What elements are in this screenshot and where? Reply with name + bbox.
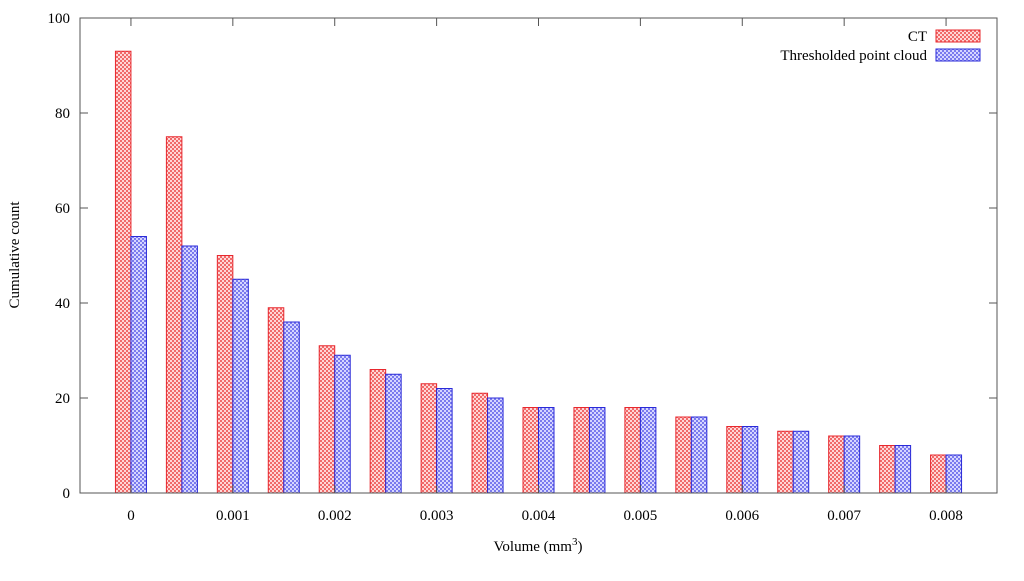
bar-ct-3 xyxy=(267,307,285,494)
bar-thresholded-point-cloud-2 xyxy=(232,278,249,494)
bar-thresholded-point-cloud-15 xyxy=(894,445,912,494)
bar-ct-12 xyxy=(726,426,743,494)
bar-thresholded-point-cloud-14 xyxy=(843,435,861,494)
bar-thresholded-point-cloud-7 xyxy=(487,397,504,494)
legend-swatch-ct xyxy=(935,29,981,43)
bar-ct-14 xyxy=(828,435,845,494)
x-tick-label: 0.001 xyxy=(216,508,250,524)
bar-ct-15 xyxy=(879,445,896,494)
x-tick-label: 0.005 xyxy=(624,508,658,524)
ticks-group: 0 20 40 60 80 100 0 0.001 0.002 0.003 0.004 0.005 0.… xyxy=(48,11,997,524)
bar-thresholded-point-cloud-6 xyxy=(436,388,453,494)
bars-group xyxy=(114,50,963,494)
bar-thresholded-point-cloud-11 xyxy=(690,416,708,494)
x-tick-label: 0.002 xyxy=(318,508,352,524)
bar-thresholded-point-cloud-4 xyxy=(334,354,351,494)
bar-thresholded-point-cloud-16 xyxy=(945,454,963,494)
bar-thresholded-point-cloud-0 xyxy=(130,236,147,494)
x-tick-label: 0.006 xyxy=(725,508,759,524)
legend-swatch-thresholded-point-cloud xyxy=(935,48,981,62)
bar-ct-10 xyxy=(624,407,641,494)
bar-thresholded-point-cloud-1 xyxy=(181,245,198,494)
bar-ct-8 xyxy=(522,407,539,494)
legend: CT Thresholded point cloud xyxy=(780,29,981,64)
y-tick-label: 40 xyxy=(55,296,70,312)
bar-ct-9 xyxy=(573,407,590,494)
bar-ct-7 xyxy=(471,392,489,494)
bar-ct-11 xyxy=(675,416,692,494)
bar-ct-4 xyxy=(318,345,336,494)
y-tick-label: 80 xyxy=(55,106,70,122)
bar-ct-16 xyxy=(930,454,947,494)
bar-thresholded-point-cloud-3 xyxy=(283,321,300,494)
bar-ct-13 xyxy=(777,430,794,494)
y-tick-label: 100 xyxy=(48,11,71,27)
x-axis-label: Volume (mm3) xyxy=(494,536,583,555)
y-tick-label: 0 xyxy=(63,486,71,502)
bar-thresholded-point-cloud-8 xyxy=(538,407,555,494)
y-tick-label: 60 xyxy=(55,201,70,217)
bar-ct-1 xyxy=(165,136,183,494)
x-tick-label: 0.008 xyxy=(929,508,963,524)
bar-thresholded-point-cloud-5 xyxy=(385,373,402,494)
x-tick-label: 0.004 xyxy=(522,508,556,524)
bar-ct-5 xyxy=(369,369,387,494)
bar-thresholded-point-cloud-12 xyxy=(741,426,759,494)
y-tick-label: 20 xyxy=(55,391,70,407)
bar-ct-2 xyxy=(216,255,234,494)
legend-label-thresholded-point-cloud: Thresholded point cloud xyxy=(780,48,927,64)
bar-thresholded-point-cloud-9 xyxy=(588,407,606,494)
legend-label-ct: CT xyxy=(908,29,927,45)
bar-ct-6 xyxy=(420,383,438,494)
bar-thresholded-point-cloud-13 xyxy=(792,430,810,494)
y-axis-label: Cumulative count xyxy=(7,201,23,309)
x-tick-label: 0.003 xyxy=(420,508,454,524)
bar-thresholded-point-cloud-10 xyxy=(639,407,657,494)
x-tick-label: 0.007 xyxy=(827,508,861,524)
x-tick-label: 0 xyxy=(127,508,135,524)
bar-ct-0 xyxy=(114,50,132,494)
